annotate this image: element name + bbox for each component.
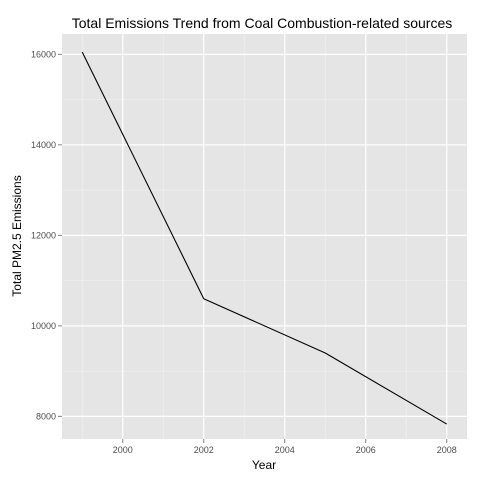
y-axis: 8000 10000 12000 14000 16000 — [31, 49, 62, 421]
series-line — [81, 51, 448, 425]
major-gridlines — [62, 34, 467, 439]
x-axis-title: Year — [252, 458, 276, 472]
x-tick-label: 2006 — [356, 445, 376, 455]
minor-gridlines — [62, 34, 467, 439]
y-tick-label: 16000 — [31, 49, 56, 59]
y-tick-label: 14000 — [31, 140, 56, 150]
y-tick-label: 8000 — [36, 411, 56, 421]
x-axis: 2000 2002 2004 2006 2008 — [113, 439, 457, 455]
y-tick-label: 12000 — [31, 230, 56, 240]
plot-panel — [62, 34, 467, 439]
x-tick-label: 2000 — [113, 445, 133, 455]
x-tick-label: 2004 — [275, 445, 295, 455]
chart-title: Total Emissions Trend from Coal Combusti… — [72, 15, 453, 31]
y-tick-label: 10000 — [31, 321, 56, 331]
x-tick-label: 2008 — [437, 445, 457, 455]
series-layer — [81, 51, 448, 425]
y-axis-title: Total PM2.5 Emissions — [10, 175, 24, 296]
x-tick-label: 2002 — [194, 445, 214, 455]
